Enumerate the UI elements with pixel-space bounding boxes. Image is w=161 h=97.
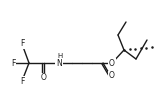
Text: N: N	[56, 58, 62, 68]
Text: O: O	[109, 58, 115, 68]
Text: F: F	[20, 77, 24, 85]
Text: F: F	[20, 39, 24, 48]
Text: H: H	[57, 54, 63, 59]
Text: O: O	[109, 71, 115, 81]
Text: F: F	[11, 58, 15, 68]
Text: O: O	[41, 74, 47, 83]
